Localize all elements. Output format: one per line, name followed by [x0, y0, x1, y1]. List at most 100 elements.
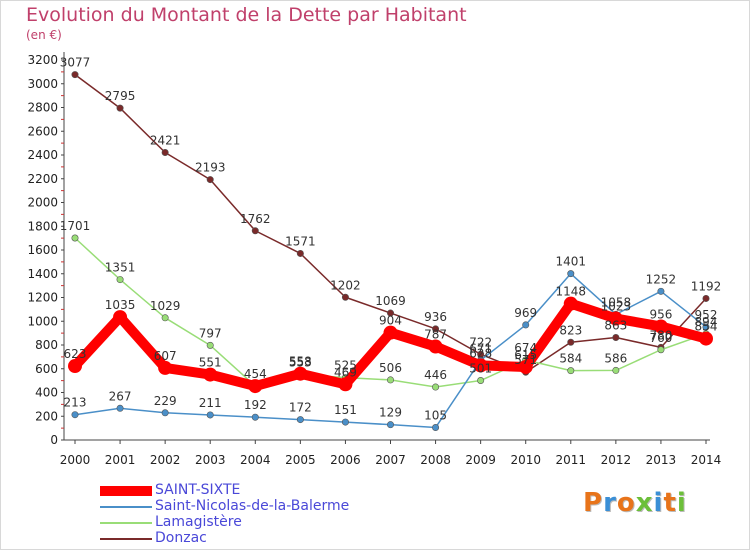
data-label: 787: [424, 328, 447, 342]
data-label: 969: [514, 306, 537, 320]
data-label: 780: [649, 328, 672, 342]
data-label: 1762: [240, 212, 271, 226]
chart-title: Evolution du Montant de la Dette par Hab…: [26, 4, 467, 26]
data-label: 674: [514, 341, 537, 355]
data-point: [338, 377, 353, 392]
data-label: 1029: [150, 299, 181, 313]
data-point: [68, 359, 82, 374]
proxiti-logo: Proxiti: [583, 488, 687, 518]
data-label: 172: [289, 401, 312, 415]
legend-label: SAINT-SIXTE: [155, 482, 241, 498]
data-label: 584: [559, 352, 582, 366]
data-label: 267: [109, 389, 132, 403]
data-point: [473, 358, 488, 373]
data-point: [206, 411, 214, 419]
data-label: 506: [379, 361, 402, 375]
data-point: [341, 418, 349, 426]
data-label: 1069: [375, 294, 406, 308]
y-tick-label: 1400: [27, 267, 58, 281]
data-label: 213: [64, 396, 87, 410]
data-label: 192: [244, 398, 267, 412]
data-point: [383, 325, 398, 340]
data-point: [386, 421, 394, 429]
legend-swatch: [100, 506, 152, 508]
y-tick-label: 2600: [27, 124, 58, 138]
data-label: 105: [424, 409, 447, 423]
y-tick-label: 0: [50, 433, 58, 447]
data-label: 525: [334, 359, 357, 373]
data-label: 501: [469, 362, 492, 376]
data-label: 129: [379, 406, 402, 420]
x-tick-label: 2008: [420, 453, 451, 467]
logo-letter: r: [603, 488, 617, 518]
data-label: 1023: [601, 300, 632, 314]
legend-label: Donzac: [155, 530, 207, 546]
data-label: 571: [514, 353, 537, 367]
data-point: [428, 339, 443, 354]
data-label: 722: [469, 335, 492, 349]
data-point: [563, 296, 578, 311]
data-label: 1401: [556, 255, 587, 269]
data-point: [113, 310, 128, 325]
x-tick-label: 2007: [375, 453, 406, 467]
x-tick-label: 2000: [60, 453, 91, 467]
data-point: [657, 287, 665, 295]
data-label: 623: [64, 347, 87, 361]
y-tick-label: 1800: [27, 219, 58, 233]
data-label: 1148: [556, 285, 587, 299]
series-layer: [68, 71, 713, 432]
logo-letter: i: [676, 488, 687, 518]
data-point: [293, 366, 308, 381]
data-point: [477, 377, 485, 385]
data-label: 936: [424, 310, 447, 324]
data-point: [296, 416, 304, 424]
data-label: 952: [695, 308, 718, 322]
data-label: 551: [199, 356, 222, 370]
data-point: [432, 325, 440, 333]
data-label: 854: [695, 320, 718, 334]
data-point: [161, 314, 169, 322]
data-labels: 3077 2795 2421 2193 1762 1571 1202 1069 936 722 57…: [60, 56, 722, 423]
y-tick-label: 1600: [27, 243, 58, 257]
data-label: 956: [649, 307, 672, 321]
legend-swatch: [100, 538, 152, 540]
data-label: 211: [199, 396, 222, 410]
y-tick-label: 3000: [27, 77, 58, 91]
x-tick-label: 2011: [556, 453, 587, 467]
data-label: 2193: [195, 161, 226, 175]
data-label: 904: [379, 314, 402, 328]
data-point: [612, 334, 620, 342]
data-label: 1058: [601, 295, 632, 309]
data-label: 2421: [150, 134, 181, 148]
data-label: 823: [559, 323, 582, 337]
x-tick-label: 2002: [150, 453, 181, 467]
data-point: [518, 359, 533, 374]
data-point: [161, 149, 169, 157]
logo-letter: P: [583, 488, 604, 518]
logo-letter: t: [663, 488, 677, 518]
y-tick-label: 600: [35, 362, 58, 376]
data-point: [203, 367, 218, 382]
data-label: 586: [604, 351, 627, 365]
data-point: [567, 367, 575, 375]
legend-swatch: [100, 522, 152, 524]
data-label: 229: [154, 394, 177, 408]
data-point: [206, 176, 214, 184]
legend-label: Lamagistère: [155, 514, 242, 530]
data-point: [248, 379, 263, 394]
y-tick-label: 2200: [27, 172, 58, 186]
data-label: 1701: [60, 219, 91, 233]
y-tick-label: 200: [35, 409, 58, 423]
data-label: 3077: [60, 56, 91, 70]
data-label: 558: [289, 355, 312, 369]
data-point: [251, 227, 259, 235]
data-point: [608, 311, 623, 326]
data-label: 469: [334, 365, 357, 379]
y-tick-label: 1200: [27, 291, 58, 305]
data-point: [653, 319, 668, 334]
y-tick-label: 3200: [27, 53, 58, 67]
data-point: [432, 383, 440, 391]
data-point: [567, 270, 575, 278]
